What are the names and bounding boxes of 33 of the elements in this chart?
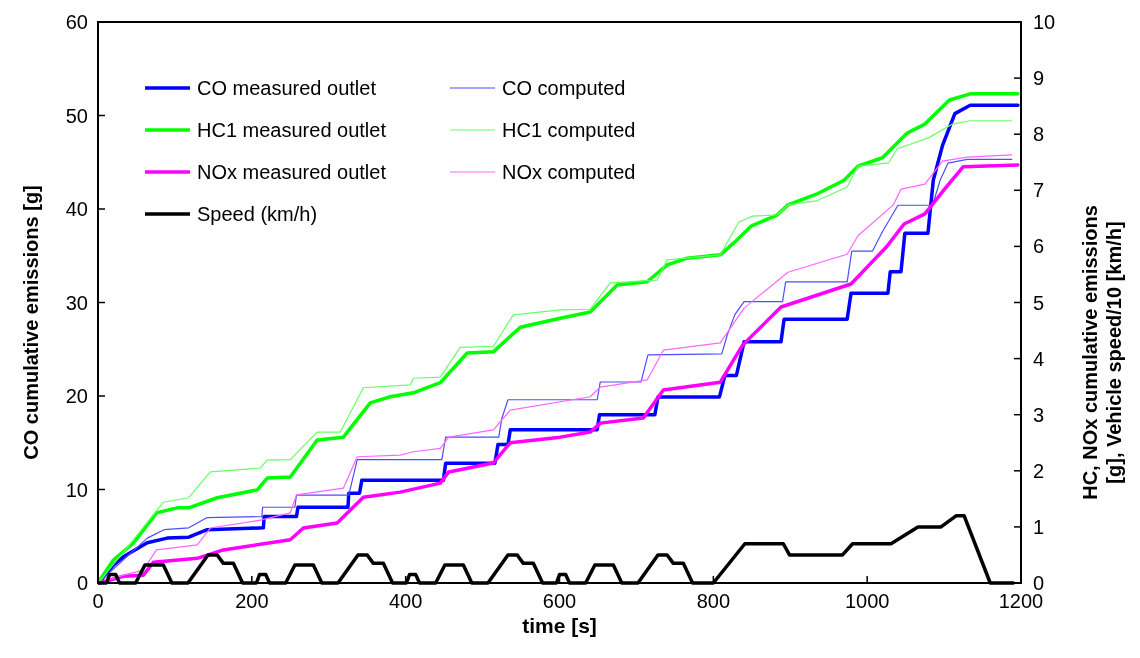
- y-tick-label: 50: [65, 104, 88, 127]
- y2-tick-label: 1: [1033, 515, 1045, 538]
- y2-axis-title: HC, NOx cumulative emissions [g], Vehicle speed/10 [km/h]: [1079, 205, 1125, 500]
- x-tick-label: 600: [542, 590, 577, 612]
- y-axis-title: CO cumulative emissions [g]: [20, 185, 42, 460]
- y-tick-label: 10: [65, 478, 88, 501]
- y2-tick-label: 3: [1033, 403, 1045, 426]
- y2-tick-label: 6: [1033, 235, 1045, 258]
- y2-tick-label: 4: [1033, 347, 1045, 370]
- y-tick-label: 60: [65, 11, 88, 33]
- x-tick-label: 200: [235, 590, 269, 612]
- legend-label: CO computed: [502, 77, 626, 99]
- legend-label: NOx computed: [502, 161, 636, 183]
- legend-label: HC1 measured outlet: [197, 119, 387, 141]
- y-tick-label: 30: [65, 291, 88, 314]
- y2-tick-label: 8: [1033, 123, 1045, 146]
- y2-tick-label: 2: [1033, 459, 1045, 482]
- x-tick-label: 1000: [844, 590, 890, 612]
- y2-tick-label: 9: [1033, 67, 1045, 90]
- x-tick-label: 400: [388, 590, 423, 612]
- y2-tick-label: 10: [1033, 11, 1056, 33]
- x-tick-label: 0: [92, 590, 104, 612]
- y-tick-label: 40: [65, 198, 88, 220]
- y-tick-label: 20: [65, 385, 88, 407]
- y2-tick-label: 7: [1033, 179, 1045, 202]
- legend-label: NOx measured outlet: [197, 161, 387, 183]
- x-axis-title: time [s]: [522, 614, 597, 637]
- y2-tick-label: 5: [1033, 291, 1045, 314]
- legend-label: HC1 computed: [502, 119, 636, 141]
- legend-label: Speed (km/h): [197, 203, 318, 225]
- legend-label: CO measured outlet: [197, 77, 377, 99]
- y-tick-label: 0: [76, 572, 88, 594]
- x-tick-label: 800: [696, 590, 731, 612]
